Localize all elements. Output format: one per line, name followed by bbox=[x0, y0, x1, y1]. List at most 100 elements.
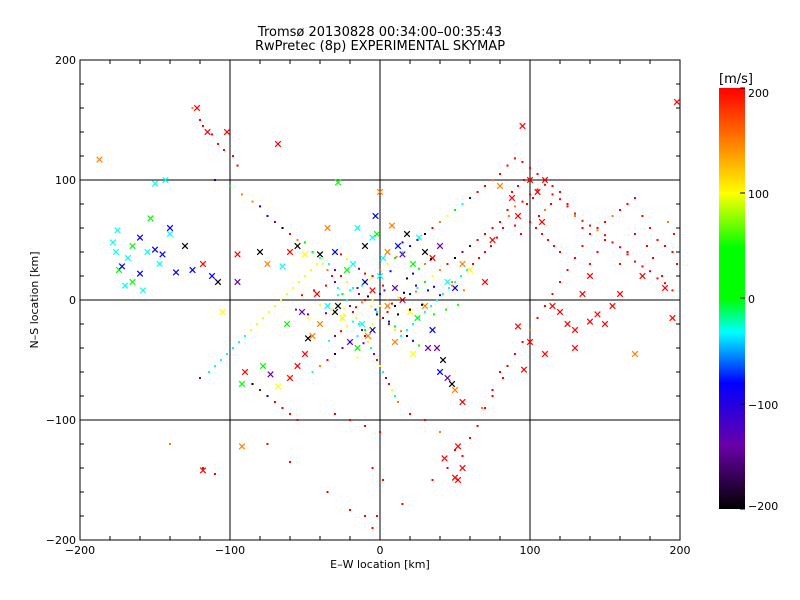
data-point-cross bbox=[579, 290, 586, 298]
data-point-cross bbox=[639, 272, 646, 280]
data-point-dot bbox=[397, 401, 399, 403]
data-point-dot bbox=[448, 287, 450, 289]
data-point-dot bbox=[388, 323, 390, 325]
data-point-dot bbox=[322, 257, 324, 259]
data-point-cross bbox=[316, 320, 324, 328]
data-point-dot bbox=[481, 407, 483, 409]
data-point-dot bbox=[412, 323, 414, 325]
data-point-dot bbox=[349, 341, 351, 343]
data-point-cross bbox=[556, 308, 564, 316]
data-point-dot bbox=[343, 307, 345, 310]
data-point-cross bbox=[144, 248, 151, 256]
data-point-cross bbox=[538, 218, 546, 226]
data-point-cross bbox=[309, 332, 316, 340]
data-point-dot bbox=[451, 284, 453, 287]
data-point-dot bbox=[289, 233, 291, 235]
data-point-dot bbox=[412, 272, 414, 275]
data-point-dot bbox=[361, 329, 363, 331]
data-point-dot bbox=[307, 317, 309, 319]
data-point-dot bbox=[367, 295, 369, 298]
data-point-cross bbox=[304, 335, 312, 342]
data-point-dot bbox=[376, 515, 378, 517]
data-point-cross bbox=[459, 464, 466, 472]
x-tick-label: −100 bbox=[215, 544, 245, 557]
data-point-cross bbox=[172, 269, 180, 276]
data-point-dot bbox=[370, 347, 372, 349]
data-point-dot bbox=[671, 251, 674, 253]
data-point-cross bbox=[436, 368, 444, 376]
data-point-dot bbox=[496, 236, 498, 239]
data-point-cross bbox=[526, 176, 534, 184]
y-axis-label: N–S location [km] bbox=[28, 251, 41, 348]
data-point-dot bbox=[499, 173, 501, 175]
data-point-dot bbox=[469, 197, 471, 199]
data-point-dot bbox=[256, 323, 258, 325]
data-point-dot bbox=[319, 365, 321, 367]
data-point-dot bbox=[376, 311, 378, 313]
data-point-dot bbox=[266, 443, 269, 445]
data-point-cross bbox=[514, 212, 522, 220]
data-point-dot bbox=[364, 515, 366, 517]
data-point-cross bbox=[376, 188, 384, 196]
data-point-dot bbox=[521, 161, 524, 163]
data-point-dot bbox=[379, 317, 381, 319]
data-point-dot bbox=[280, 299, 282, 301]
data-point-dot bbox=[395, 255, 398, 258]
data-point-dot bbox=[371, 467, 374, 469]
data-point-dot bbox=[238, 341, 240, 343]
chart-subtitle: RwPretec (8p) EXPERIMENTAL SKYMAP bbox=[255, 39, 505, 54]
data-point-dot bbox=[325, 284, 327, 287]
y-tick-label: 0 bbox=[69, 294, 76, 307]
y-tick-label: −200 bbox=[46, 534, 76, 547]
colorbar-tick-label: 200 bbox=[748, 87, 769, 100]
data-point-cross bbox=[466, 266, 474, 274]
data-point-dot bbox=[461, 251, 464, 253]
data-point-dot bbox=[551, 193, 554, 196]
data-point-cross bbox=[534, 188, 541, 196]
data-point-dot bbox=[334, 269, 336, 271]
data-point-dot bbox=[581, 245, 584, 247]
data-point-cross bbox=[112, 248, 120, 256]
data-point-dot bbox=[311, 251, 314, 253]
data-point-dot bbox=[262, 317, 264, 319]
colorbar-tick-label: 100 bbox=[748, 188, 769, 201]
data-point-cross bbox=[519, 122, 526, 130]
data-point-dot bbox=[340, 330, 342, 333]
data-point-dot bbox=[394, 395, 396, 397]
data-point-dot bbox=[661, 275, 663, 277]
data-point-cross bbox=[114, 227, 121, 234]
data-point-dot bbox=[296, 239, 299, 241]
data-point-cross bbox=[421, 248, 429, 256]
data-point-cross bbox=[238, 380, 246, 388]
data-point-dot bbox=[340, 253, 342, 256]
data-point-dot bbox=[517, 185, 519, 187]
colorbar: [m/s] 200 100 0 −100 −200 bbox=[719, 72, 778, 513]
data-point-dot bbox=[451, 281, 453, 283]
data-point-dot bbox=[383, 289, 386, 292]
data-point-dot bbox=[469, 437, 471, 439]
data-point-dot bbox=[436, 299, 438, 301]
y-tick-label: −100 bbox=[46, 414, 76, 427]
data-point-dot bbox=[424, 281, 426, 283]
data-point-dot bbox=[388, 383, 390, 385]
data-point-dot bbox=[379, 431, 381, 433]
data-point-dot bbox=[406, 335, 408, 337]
x-tick-label: −200 bbox=[65, 544, 95, 557]
data-point-dot bbox=[427, 289, 429, 292]
data-point-dot bbox=[313, 289, 315, 292]
data-point-dot bbox=[386, 299, 389, 301]
data-point-dot bbox=[574, 212, 576, 215]
data-point-dot bbox=[466, 269, 468, 271]
data-point-dot bbox=[484, 251, 486, 253]
data-point-dot bbox=[424, 419, 426, 421]
data-point-dot bbox=[326, 491, 329, 493]
data-point-dot bbox=[581, 227, 584, 229]
data-point-cross bbox=[193, 104, 201, 112]
data-point-dot bbox=[550, 203, 552, 205]
data-point-dot bbox=[286, 293, 288, 295]
data-point-dot bbox=[292, 287, 294, 289]
data-point-dot bbox=[202, 125, 204, 127]
data-point-dot bbox=[326, 269, 329, 271]
data-point-dot bbox=[521, 200, 524, 203]
data-point-dot bbox=[457, 303, 459, 306]
